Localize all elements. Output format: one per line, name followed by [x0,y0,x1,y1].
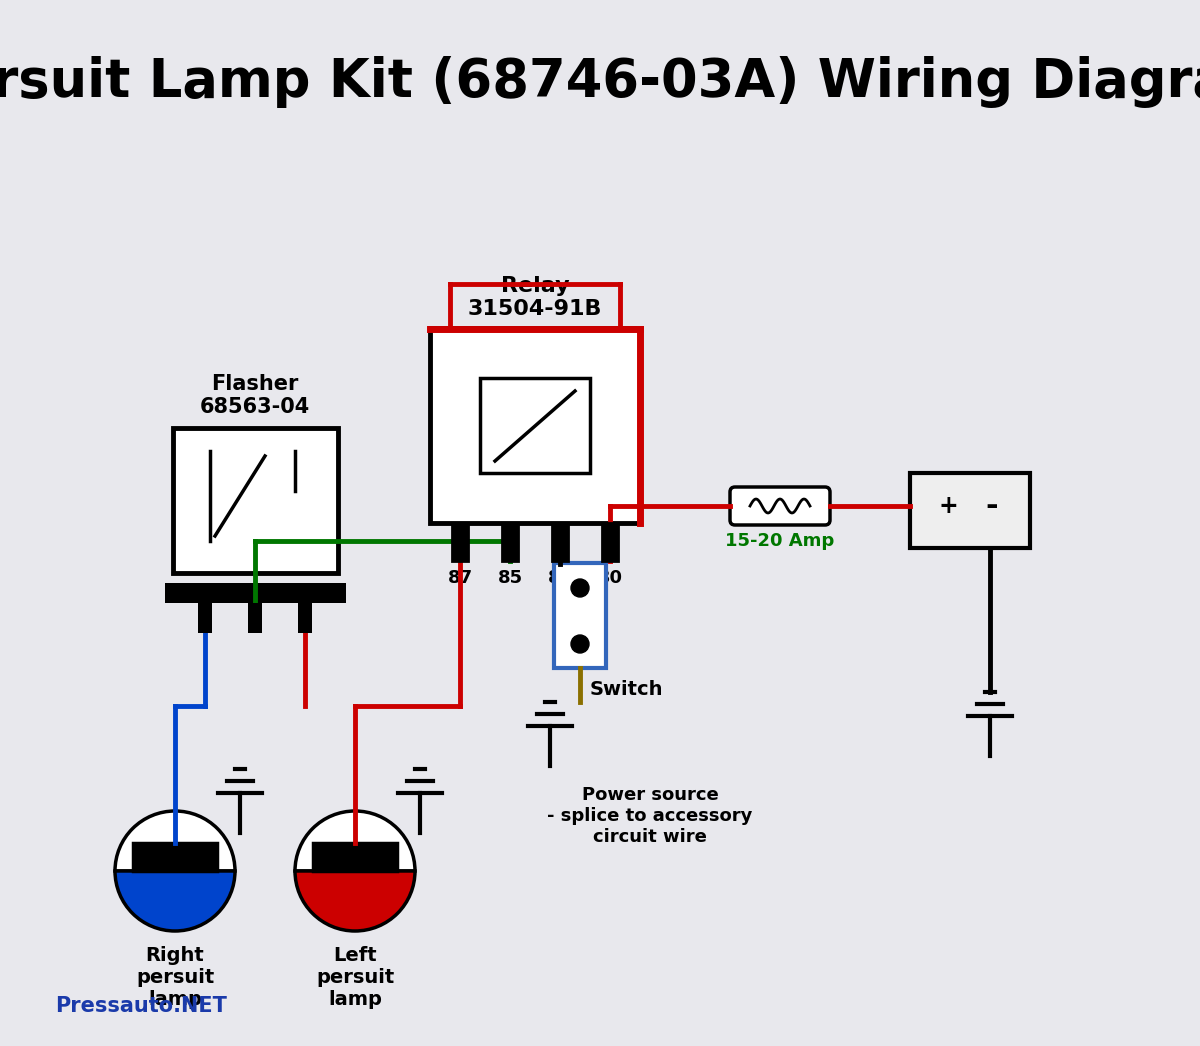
Bar [480,378,590,473]
Bar [502,523,518,561]
Text: Pressauto.NET: Pressauto.NET [55,996,227,1016]
Circle shape [571,635,589,653]
Text: Flasher
68563-04: Flasher 68563-04 [200,373,310,417]
Text: 85: 85 [498,569,522,587]
Bar [313,843,397,871]
Text: 86: 86 [547,569,572,587]
Bar [910,473,1030,548]
FancyBboxPatch shape [730,487,830,525]
Wedge shape [295,871,415,931]
Text: +: + [938,494,958,518]
Text: Relay
31504-91B: Relay 31504-91B [468,276,602,319]
Bar [452,523,468,561]
Wedge shape [115,871,235,931]
Bar [173,428,338,573]
Text: 87: 87 [448,569,473,587]
Bar [133,843,217,871]
Text: Power source
- splice to accessory
circuit wire: Power source - splice to accessory circu… [547,786,752,845]
Text: 30: 30 [598,569,623,587]
Wedge shape [295,811,415,871]
Bar [298,602,312,633]
Text: Switch: Switch [590,680,664,699]
Wedge shape [115,811,235,871]
Bar [248,602,262,633]
Bar [430,328,640,523]
Bar [602,523,618,561]
Bar [552,523,568,561]
Text: Persuit Lamp Kit (68746-03A) Wiring Diagram: Persuit Lamp Kit (68746-03A) Wiring Diag… [0,56,1200,108]
Bar [198,602,212,633]
Text: 15-20 Amp: 15-20 Amp [725,532,835,550]
Bar [554,563,606,668]
Circle shape [571,579,589,597]
Bar [166,583,346,602]
Text: Left
persuit
lamp: Left persuit lamp [316,946,394,1009]
Text: -: - [985,492,998,521]
Text: Right
persuit
lamp: Right persuit lamp [136,946,214,1009]
